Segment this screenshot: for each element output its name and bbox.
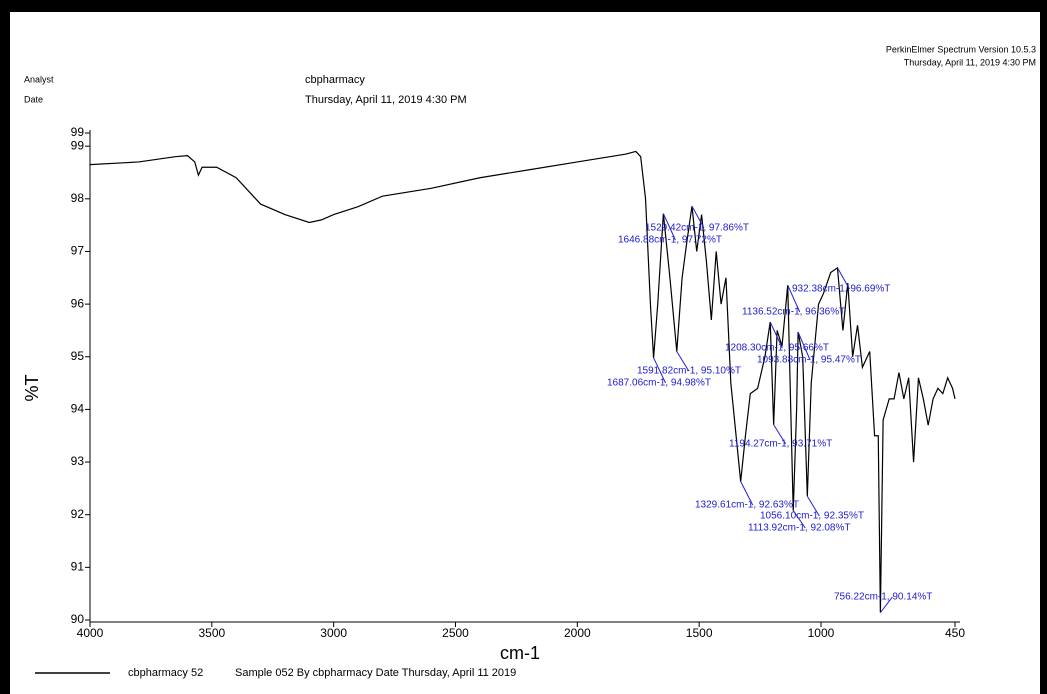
x-tick-label: 450 <box>945 626 965 640</box>
date: Thursday, April 11, 2019 4:30 PM <box>305 94 467 106</box>
annotation-label: 1529.42cm-1, 97.86%T <box>645 223 749 234</box>
x-tick-label: 4000 <box>77 626 104 640</box>
annotation-label: 1687.06cm-1, 94.98%T <box>607 378 711 389</box>
annotation-leader <box>676 351 690 372</box>
y-tick-label: 95 <box>71 349 85 363</box>
annotation-label: 1591.82cm-1, 95.10%T <box>637 366 741 377</box>
x-tick-label: 2000 <box>564 626 591 640</box>
annotation-leader <box>806 496 820 517</box>
analyst-label: Analyst <box>24 74 54 84</box>
annotation-leader <box>740 481 754 506</box>
y-tick-label: 99 <box>71 125 85 139</box>
border-left <box>0 0 10 694</box>
legend-name: cbpharmacy 52 <box>128 667 203 679</box>
annotation-label: 1646.88cm-1, 97.72%T <box>618 235 722 246</box>
y-tick-label: 90 <box>71 612 85 626</box>
y-tick-label: 91 <box>71 560 85 574</box>
border-right <box>1040 0 1047 694</box>
software: PerkinElmer Spectrum Version 10.5.3 <box>886 44 1036 54</box>
analyst: cbpharmacy <box>305 74 365 86</box>
y-tick-label: 93 <box>71 454 85 468</box>
y-tick-label: 94 <box>71 402 85 416</box>
y-tick-label: 96 <box>71 296 85 310</box>
annotation-label: 1136.52cm-1, 96.36%T <box>742 307 845 318</box>
annotation-label: 1093.88cm-1, 95.47%T <box>757 355 861 366</box>
annotation-label: 1329.61cm-1, 92.63%T <box>695 500 799 511</box>
annotation-label: 1208.30cm-1, 95.66%T <box>725 343 829 354</box>
annotation-leader <box>773 424 787 445</box>
annotation-leader <box>879 596 893 613</box>
annotation-leader <box>662 213 676 241</box>
annotation-leader <box>787 284 801 313</box>
x-tick-label: 1500 <box>686 626 713 640</box>
annotation-label: 1113.92cm-1, 92.08%T <box>748 523 850 534</box>
annotation-label: 756.22cm-1, 90.14%T <box>834 592 932 603</box>
annotation-leader <box>653 357 667 384</box>
y-axis-label: %T <box>22 374 42 401</box>
y-tick-label: 98 <box>71 191 85 205</box>
annotation-label: 1056.10cm-1, 92.35%T <box>760 511 864 522</box>
annotation-leader <box>797 331 811 361</box>
y-tick-label: 99 <box>71 138 85 152</box>
legend-description: Sample 052 By cbpharmacy Date Thursday, … <box>235 667 516 679</box>
annotation-label: 1194.27cm-1, 93.71%T <box>729 439 832 450</box>
y-tick-label: 97 <box>71 244 85 258</box>
spectrum-line <box>89 150 956 613</box>
x-axis-label: cm-1 <box>500 643 540 663</box>
x-tick-label: 3500 <box>198 626 225 640</box>
y-tick-label: 92 <box>71 507 85 521</box>
x-tick-label: 2500 <box>442 626 469 640</box>
annotation-label: 932.38cm-1, 96.69%T <box>792 284 890 295</box>
annotation-leader <box>691 205 705 229</box>
x-tick-label: 3000 <box>320 626 347 640</box>
border-top <box>0 0 1047 12</box>
annotation-leader <box>792 510 806 529</box>
date-label: Date <box>24 94 43 104</box>
annotation-leader <box>837 267 850 290</box>
printed-date: Thursday, April 11, 2019 4:30 PM <box>904 57 1036 67</box>
annotation-leader <box>769 321 783 349</box>
x-tick-label: 1000 <box>808 626 835 640</box>
